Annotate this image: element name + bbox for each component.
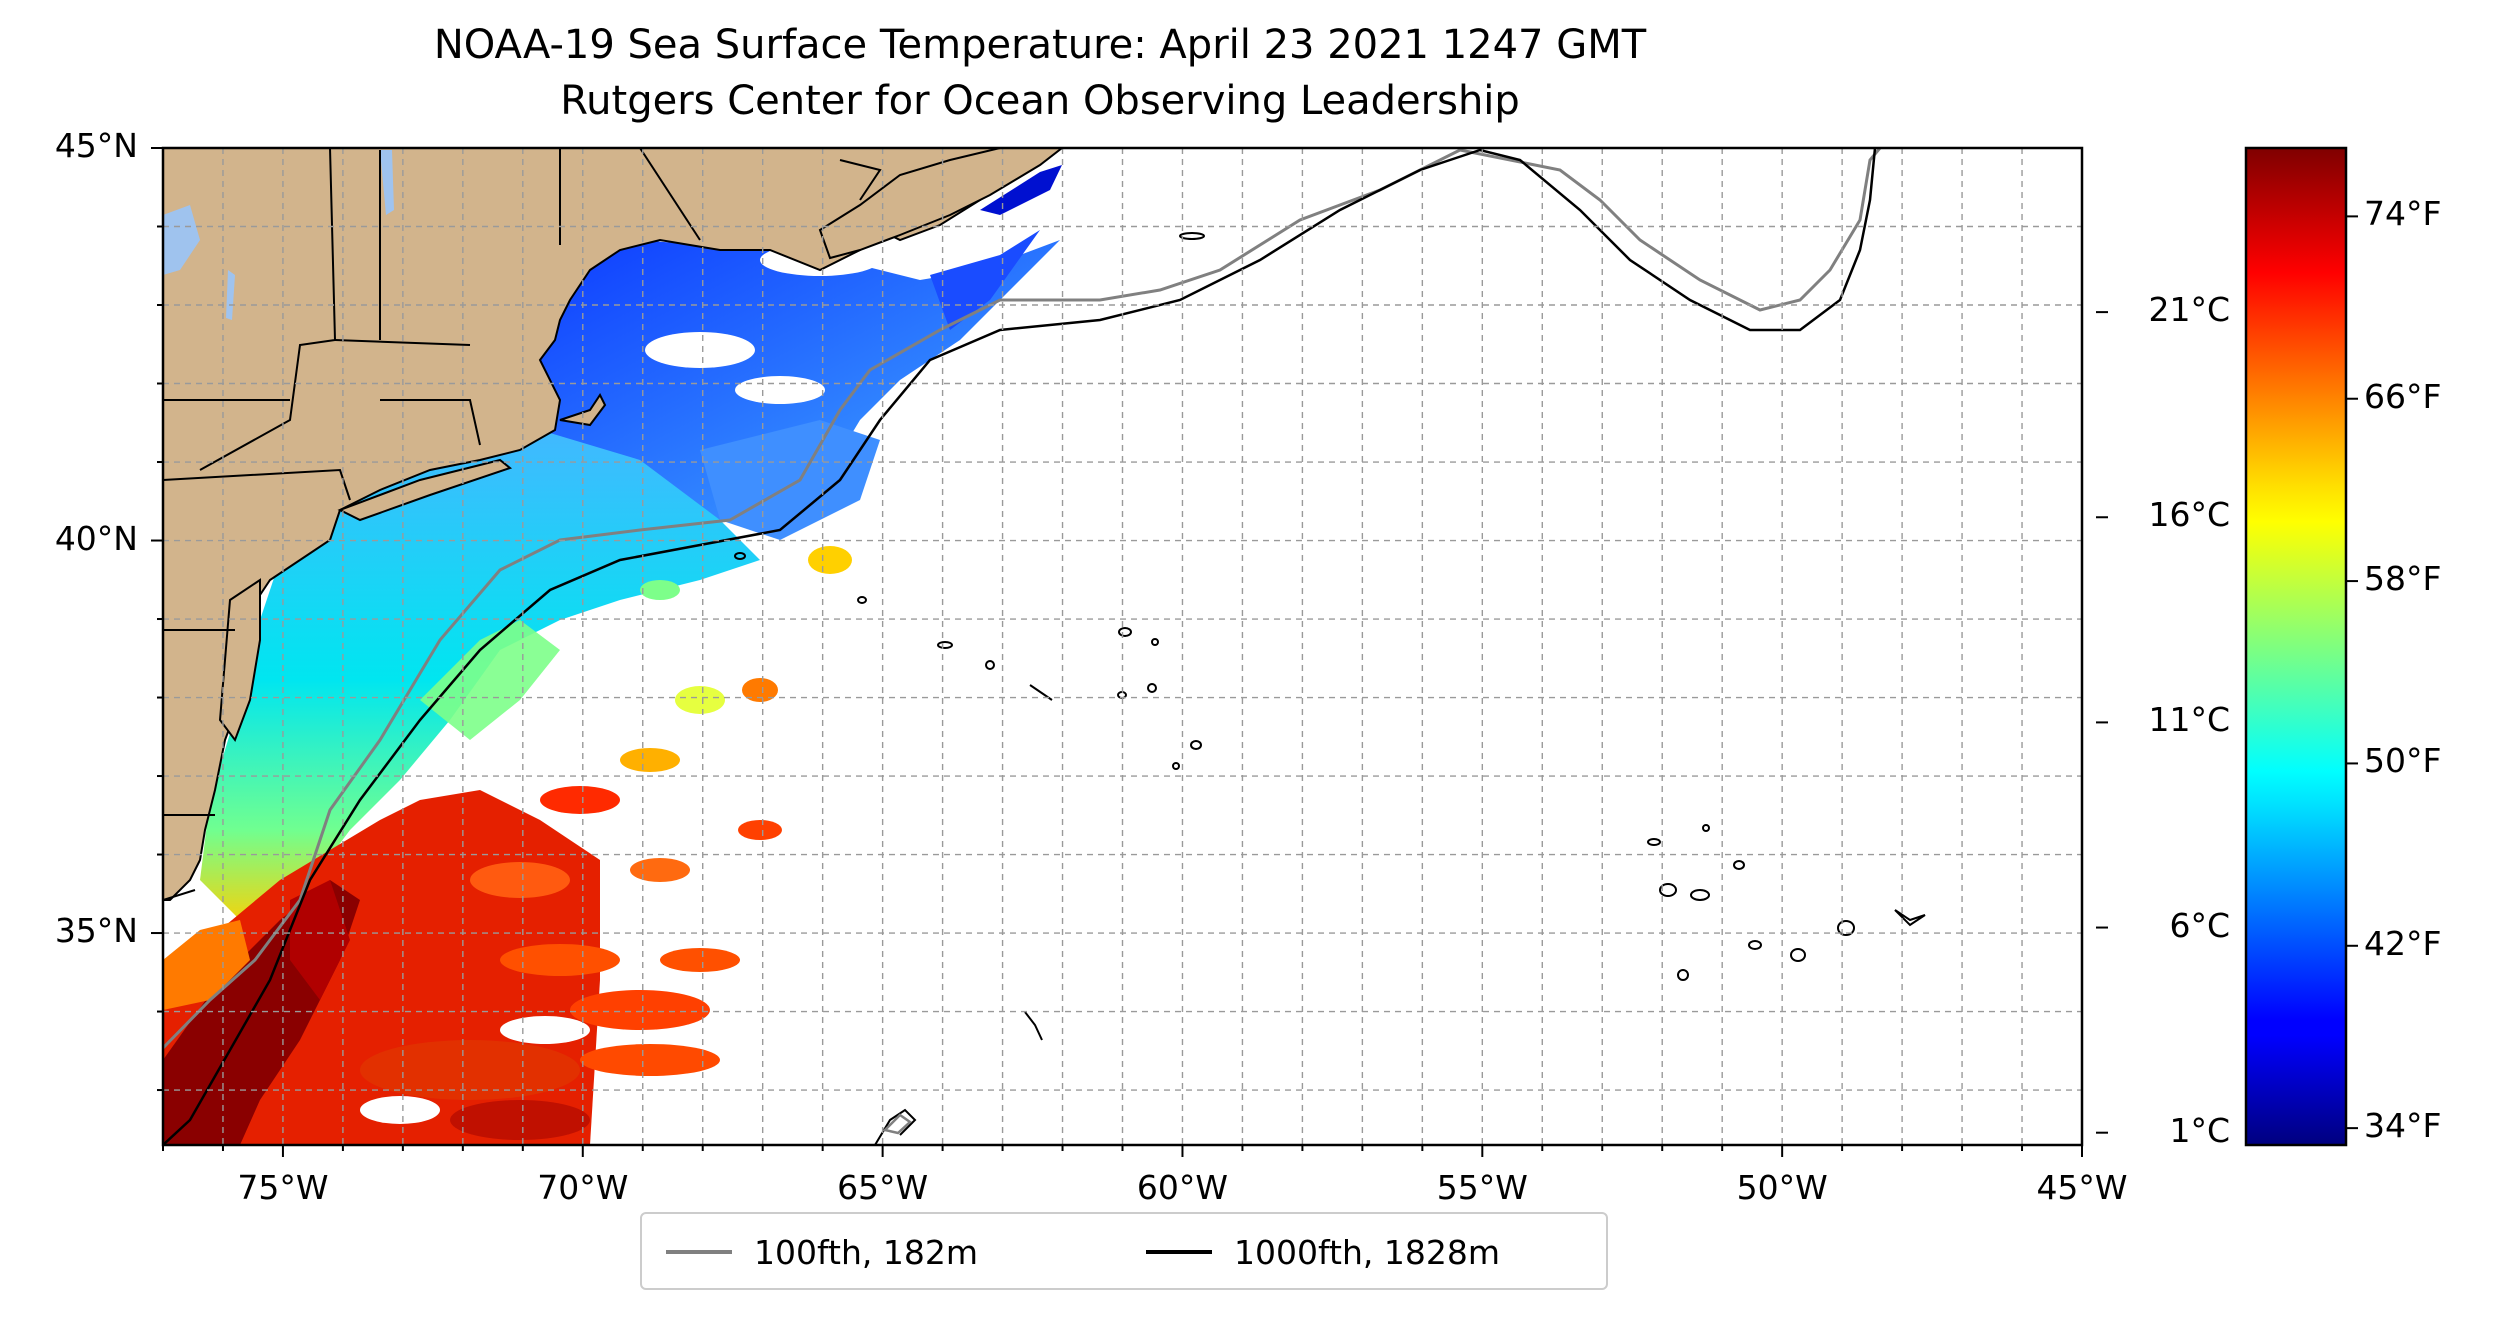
sst-patch (470, 862, 570, 898)
legend-swatch-gray (666, 1250, 732, 1254)
delmarva-land (218, 578, 261, 743)
sst-patch (360, 1040, 580, 1100)
sst-patch (500, 1016, 590, 1044)
sst-patch (738, 820, 782, 840)
sst-patch (630, 858, 690, 882)
seamount (1172, 762, 1180, 770)
sst-gap (645, 332, 755, 368)
lon-tick-label: 65°W (837, 1168, 929, 1207)
seamount (1147, 683, 1157, 693)
seamount (1733, 860, 1745, 870)
map-title: NOAA-19 Sea Surface Temperature: April 2… (433, 22, 1647, 68)
sst-slope-water (420, 620, 560, 740)
colorbar-f-label: 74°F (2364, 194, 2442, 234)
sst-patch (620, 748, 680, 772)
nova-scotia-land (818, 148, 1064, 260)
sst-gap (360, 1096, 440, 1124)
seamount (1677, 969, 1689, 981)
seamount (1151, 638, 1159, 646)
sst-gap (735, 376, 825, 404)
seamounts (734, 232, 1926, 1041)
sst-warm-band (290, 880, 350, 1000)
lat-tick-label: 45°N (54, 126, 138, 165)
sst-patch (660, 948, 740, 972)
state-border (639, 148, 701, 241)
lon-tick-label: 75°W (237, 1168, 329, 1207)
seamount (1647, 838, 1661, 846)
seamount (1790, 948, 1806, 962)
colorbar-c-label: 21°C (2148, 290, 2230, 330)
sst-patch (570, 990, 710, 1030)
legend-swatch-black (1146, 1250, 1212, 1254)
colorbar-c-label: 16°C (2148, 495, 2230, 535)
seamount (734, 552, 746, 560)
state-border (380, 399, 481, 446)
seamount (1179, 232, 1205, 240)
sst-patch (580, 1044, 720, 1076)
colorbar-f-label: 58°F (2364, 559, 2442, 599)
colorbar-c-label: 1°C (2169, 1110, 2230, 1150)
map-subtitle: Rutgers Center for Ocean Observing Leade… (560, 78, 1520, 124)
lon-tick-label: 45°W (2036, 1168, 2128, 1207)
map-plot-area (163, 148, 2082, 1145)
seamount (1690, 889, 1710, 901)
state-border (163, 889, 196, 901)
seamount (1894, 909, 1926, 927)
seamount (857, 596, 867, 604)
sst-patch (540, 786, 620, 814)
lat-tick-label: 40°N (54, 518, 138, 558)
contour-bermuda-shelf (882, 1113, 912, 1135)
lon-tick-label: 55°W (1436, 1168, 1528, 1207)
sst-patch (808, 546, 852, 574)
colorbar-f-label: 66°F (2364, 376, 2442, 416)
legend: 100fth, 182m 1000fth, 1828m (640, 1212, 1608, 1290)
axis-ticks (151, 147, 2083, 1157)
colorbar-ticks (2096, 215, 2358, 1134)
legend-entry-100fth: 100fth, 182m (666, 1232, 978, 1272)
colorbar-f-label: 34°F (2364, 1106, 2442, 1146)
sst-patch (500, 944, 620, 976)
long-island (337, 458, 513, 522)
sst-patch (675, 686, 725, 714)
land (163, 148, 1064, 901)
colorbar-c-label: 6°C (2169, 905, 2230, 945)
state-border (334, 339, 471, 346)
colorbar-f-label: 50°F (2364, 741, 2442, 781)
sst-mid-atlantic-shelf (200, 430, 760, 930)
sst-coastal-orange (163, 920, 250, 1010)
seamount (1024, 1011, 1043, 1041)
sst-bay-of-fundy (980, 165, 1062, 215)
lon-tick-label: 70°W (537, 1168, 629, 1207)
seamount (1837, 920, 1855, 936)
state-border (839, 159, 882, 201)
sst-patch (640, 580, 680, 600)
colorbar-f-label: 42°F (2364, 923, 2442, 963)
legend-label: 1000fth, 1828m (1234, 1232, 1500, 1272)
colorbar-c-label: 11°C (2148, 700, 2230, 740)
cape-cod (559, 393, 607, 427)
state-border (199, 148, 337, 471)
lon-tick-label: 60°W (1136, 1168, 1229, 1207)
contour-1000fth (163, 148, 1877, 1145)
seamount (937, 641, 953, 649)
colorbar (2244, 146, 2348, 1147)
lon-tick-label: 50°W (1736, 1168, 1828, 1207)
seamount (1190, 740, 1202, 750)
seamount (1659, 883, 1677, 897)
legend-entry-1000fth: 1000fth, 1828m (1146, 1232, 1500, 1272)
graticule (163, 148, 2082, 1145)
sst-patch (450, 1100, 590, 1140)
seamount (985, 660, 995, 670)
state-border (163, 468, 351, 501)
seamount (1702, 824, 1710, 832)
legend-label: 100fth, 182m (754, 1232, 978, 1272)
state-borders (163, 148, 882, 901)
lat-tick-label: 35°N (54, 911, 138, 951)
seamount (1748, 940, 1762, 950)
seamount (1118, 627, 1132, 637)
sst-gap (605, 896, 675, 924)
sst-patch (742, 678, 778, 702)
